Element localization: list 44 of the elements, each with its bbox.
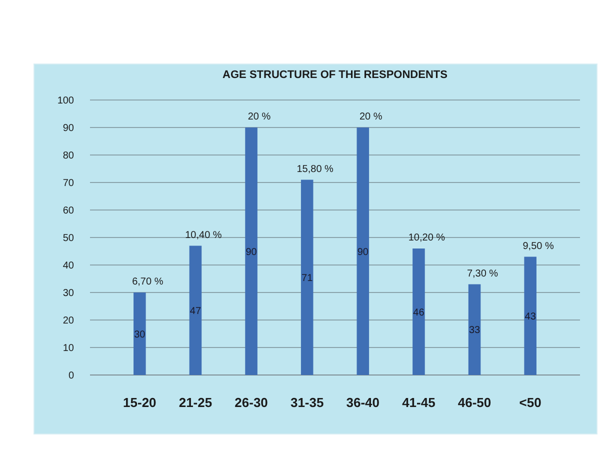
bar bbox=[524, 256, 536, 375]
data-label: 30 bbox=[134, 329, 146, 340]
annotation: 7,30 % bbox=[466, 268, 498, 280]
x-tick-label: 41-45 bbox=[402, 395, 436, 410]
y-tick-label: 60 bbox=[62, 206, 74, 216]
x-tick-label: 26-30 bbox=[234, 395, 268, 410]
annotation: 10,20 % bbox=[408, 232, 446, 244]
annotation: 9,50 % bbox=[522, 240, 554, 252]
data-label: 46 bbox=[413, 307, 425, 318]
x-tick-label: 21-25 bbox=[178, 395, 212, 410]
data-label: 47 bbox=[190, 306, 202, 317]
x-tick-label: <50 bbox=[519, 395, 542, 410]
y-tick-label: 0 bbox=[68, 370, 74, 382]
bar bbox=[134, 292, 146, 375]
y-tick-label: 20 bbox=[62, 316, 74, 326]
data-label: 43 bbox=[524, 311, 536, 322]
data-label: 71 bbox=[302, 272, 314, 284]
data-label: 90 bbox=[246, 246, 258, 258]
y-tick-label: 100 bbox=[57, 96, 74, 106]
annotation: 15,80 % bbox=[296, 164, 334, 175]
annotation: 10,40 % bbox=[185, 230, 222, 241]
bar bbox=[245, 128, 258, 375]
y-tick-label: 10 bbox=[62, 343, 74, 354]
y-tick-label: 80 bbox=[62, 150, 74, 162]
annotation: 20 % bbox=[360, 112, 382, 122]
bar bbox=[356, 128, 370, 375]
y-tick-label: 70 bbox=[62, 178, 74, 189]
annotation: 20 % bbox=[248, 112, 271, 122]
chart-title: AGE STRUCTURE OF THE RESPONDENTS bbox=[222, 69, 448, 81]
x-tick-label: 15-20 bbox=[123, 395, 156, 410]
y-tick-label: 90 bbox=[62, 123, 74, 134]
bar bbox=[412, 248, 425, 375]
bar bbox=[300, 180, 314, 375]
annotation: 6,70 % bbox=[132, 276, 164, 288]
data-label: 90 bbox=[357, 246, 369, 258]
y-tick-label: 50 bbox=[62, 233, 74, 244]
bar bbox=[468, 284, 481, 375]
x-tick-label: 31-35 bbox=[290, 395, 324, 410]
x-tick-label: 46-50 bbox=[458, 395, 492, 410]
data-label: 33 bbox=[468, 325, 481, 336]
y-tick-label: 30 bbox=[62, 288, 74, 299]
bar bbox=[189, 246, 202, 375]
x-tick-label: 36-40 bbox=[346, 395, 380, 410]
y-tick-label: 40 bbox=[62, 260, 74, 272]
